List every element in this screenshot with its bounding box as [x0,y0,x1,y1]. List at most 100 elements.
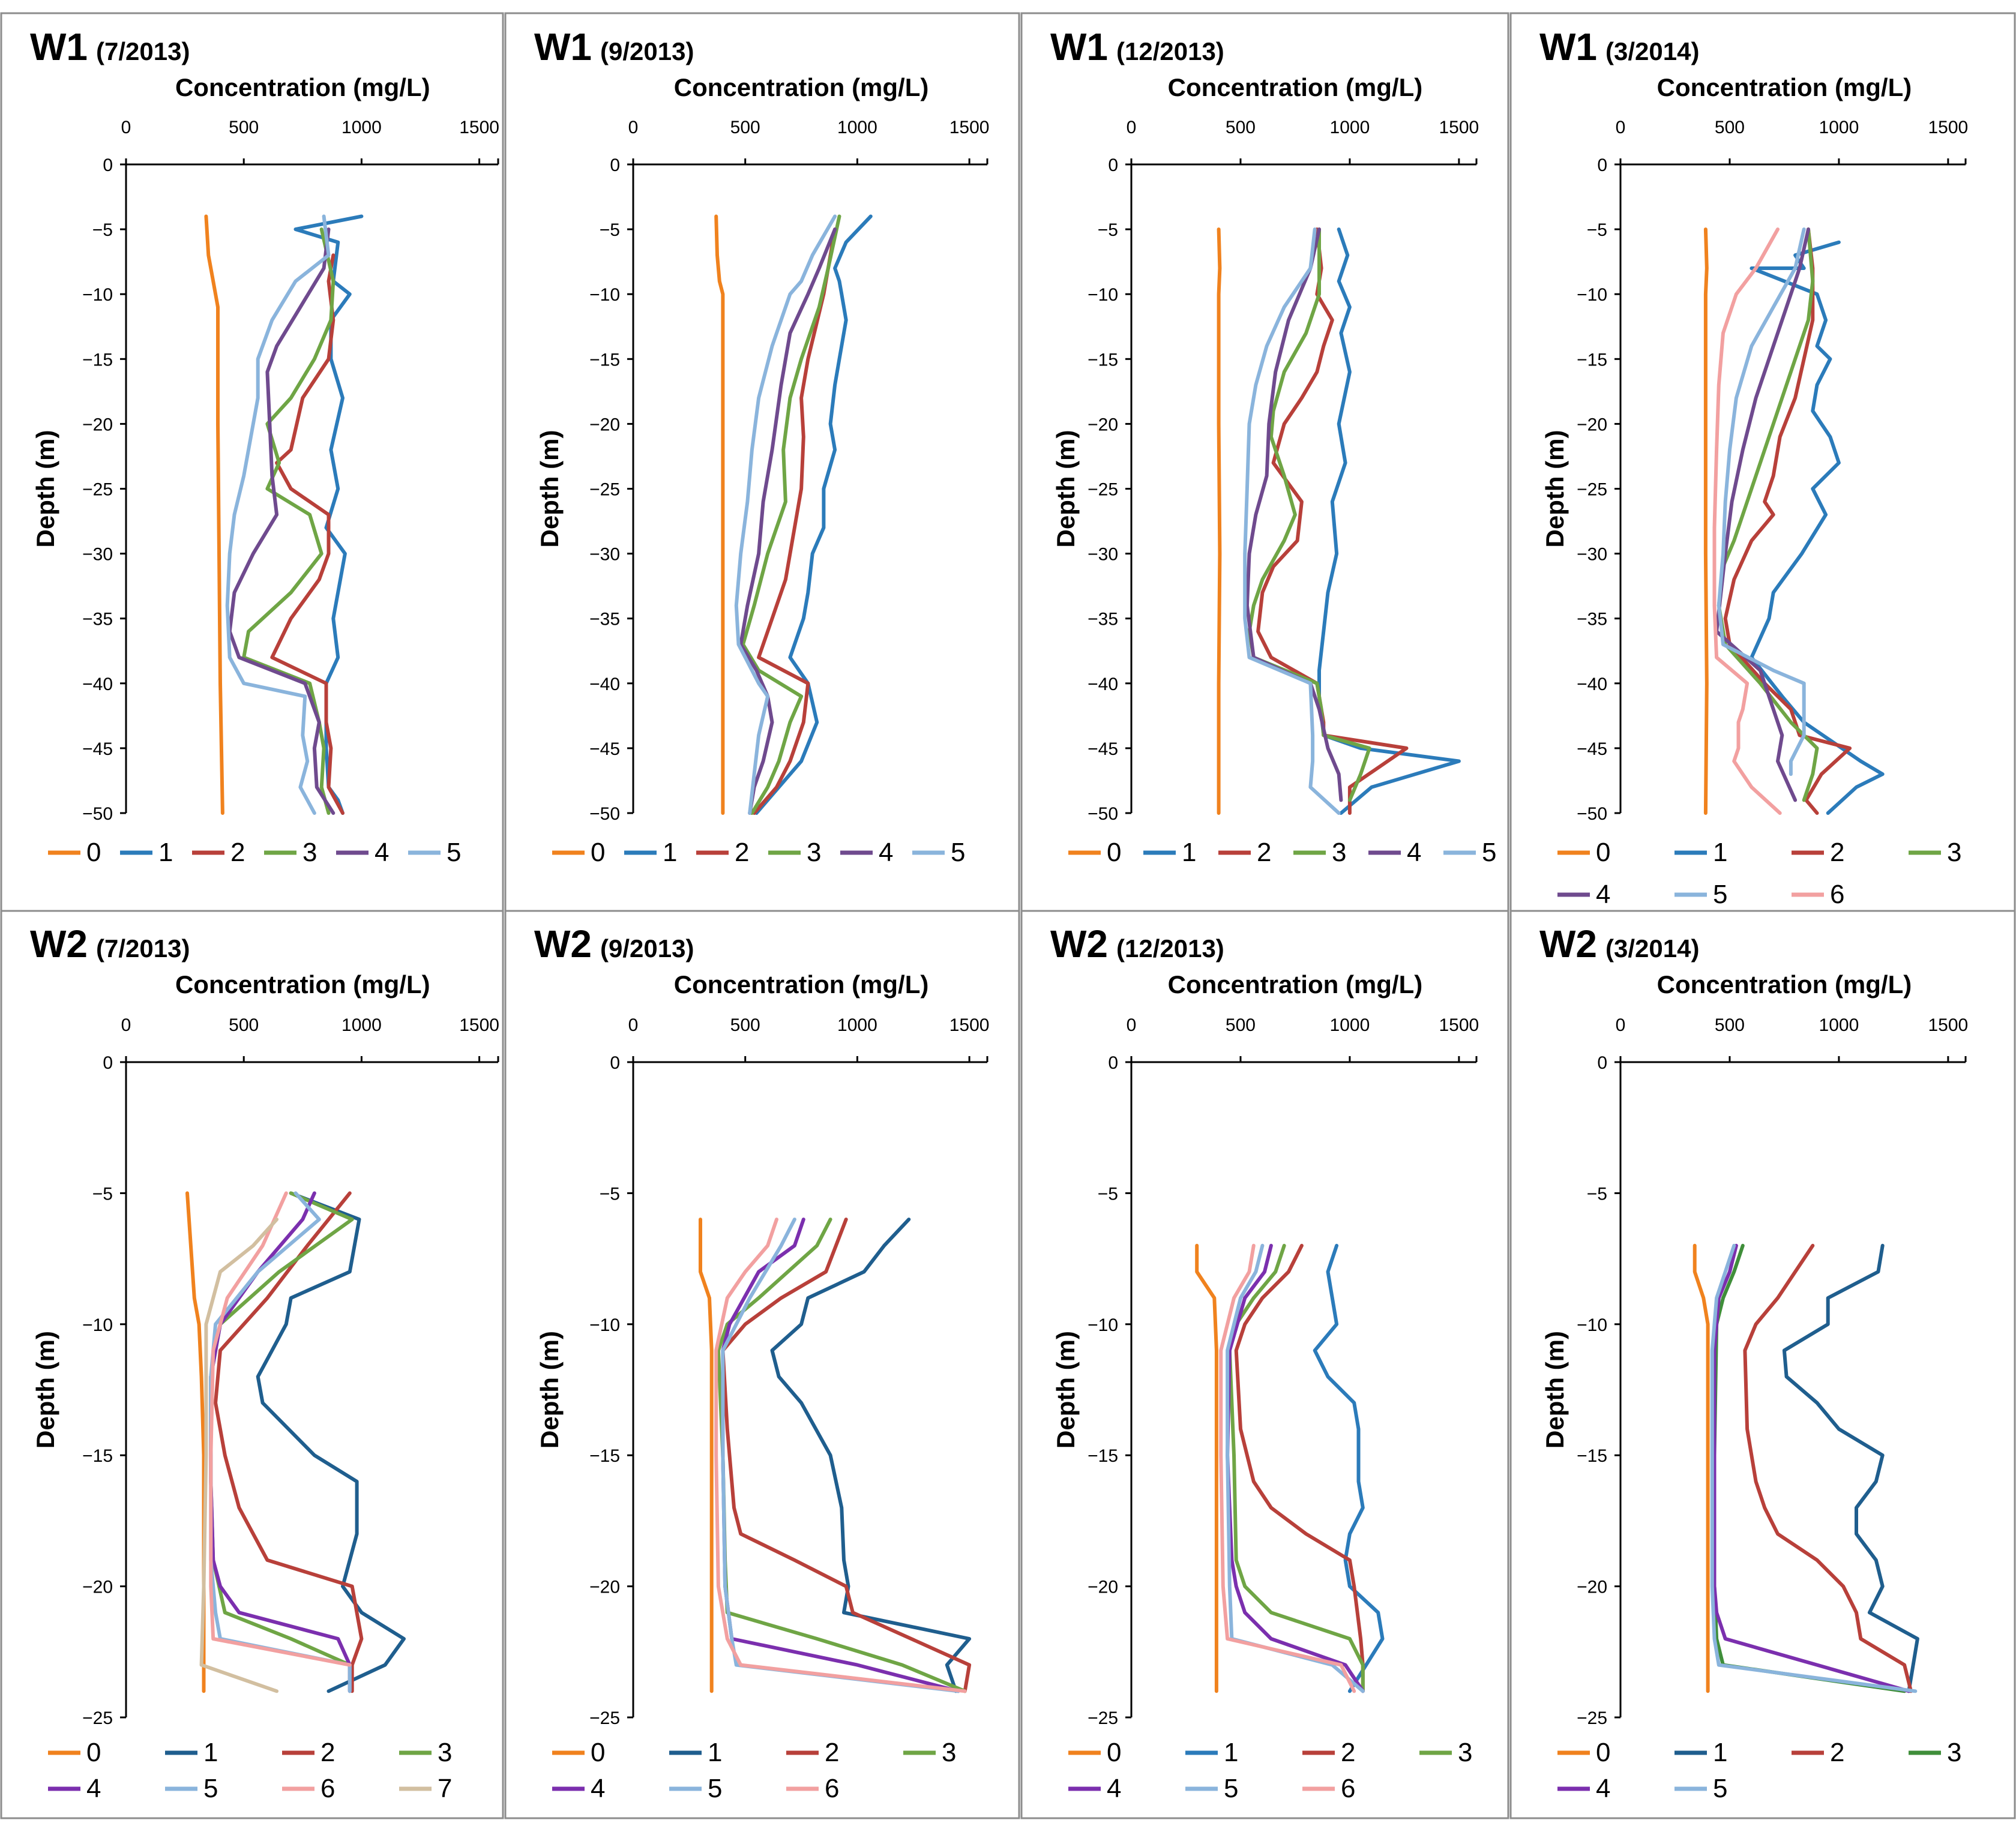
y-tick-label: −35 [1088,610,1118,629]
legend-entry-0: 0 [1557,1738,1610,1767]
chart-title: W1 (3/2014) [1539,25,1699,68]
y-tick-label: −50 [1088,804,1118,824]
legend-label: 3 [942,1738,956,1767]
y-tick-label: −25 [589,1708,620,1728]
legend-entry-0: 0 [48,1738,101,1767]
y-axis-label: Depth (m) [1541,430,1569,548]
legend-entry-5: 5 [1674,880,1727,909]
y-tick-label: −25 [82,1708,113,1728]
legend-entry-2: 2 [786,1738,839,1767]
chart-title-well: W2 [1050,922,1108,966]
chart-panel: W2 (12/2013) Concentration (mg/L) Depth (m)… [1020,910,1509,1819]
y-tick-label: −25 [1088,1708,1118,1728]
legend-entry-6: 6 [786,1774,839,1803]
x-tick-label: 1500 [949,118,990,137]
legend-entry-1: 1 [1674,838,1727,867]
series-line-4 [1715,227,1810,802]
series-line-5 [734,214,837,815]
series-line-1 [1782,1243,1919,1693]
y-tick-label: −5 [1098,220,1118,240]
y-tick-label: −10 [1088,1315,1118,1335]
legend-label: 0 [591,838,605,867]
legend-label: 0 [1596,1738,1610,1767]
legend-entry-2: 2 [1792,1738,1844,1767]
x-tick-label: 1000 [1330,118,1370,137]
y-tick-label: −30 [1088,545,1118,565]
series-line-1 [1750,240,1885,815]
legend-entry-0: 0 [1557,838,1610,867]
x-tick-label: 1000 [342,118,382,137]
legend-label: 6 [1341,1774,1355,1803]
legend-label: 7 [438,1774,452,1803]
legend-entry-6: 6 [1302,1774,1355,1803]
chart-title-date: (3/2014) [1605,37,1699,65]
chart-panel: W1 (3/2014) Concentration (mg/L) Depth (m) 0… [1509,12,2016,912]
series-line-1 [256,1191,406,1693]
legend-label: 2 [1257,838,1271,867]
legend-label: 0 [1596,838,1610,867]
y-tick-label: −35 [589,610,620,629]
legend-entry-4: 4 [48,1774,101,1803]
series-line-7 [199,1218,279,1693]
legend-label: 4 [1596,880,1610,909]
x-axis-label: Concentration (mg/L) [175,73,430,101]
legend-entry-4: 4 [1068,1774,1121,1803]
y-axis-label: Depth (m) [31,1331,59,1449]
y-tick-label: −5 [600,1184,620,1204]
series-line-1 [1317,227,1461,815]
y-tick-label: −15 [82,1446,113,1466]
chart-title: W2 (12/2013) [1050,922,1224,966]
y-tick-label: −25 [1088,480,1118,500]
x-axis-label: Concentration (mg/L) [175,970,430,999]
x-axis-label: Concentration (mg/L) [1657,970,1912,999]
legend-label: 5 [1713,880,1727,909]
x-tick-label: 500 [229,118,259,137]
y-axis-label: Depth (m) [1052,1331,1080,1449]
y-tick-label: −50 [82,804,113,824]
series-line-1 [1313,1243,1385,1693]
y-tick-label: −15 [589,350,620,370]
y-tick-label: −40 [589,674,620,694]
y-tick-label: −20 [1088,415,1118,434]
chart-title-date: (9/2013) [600,37,694,65]
series-line-6 [1219,1243,1356,1693]
chart-title-well: W2 [534,922,592,966]
series-line-3 [1227,1243,1365,1693]
legend-label: 1 [203,1738,218,1767]
y-tick-label: −25 [1577,480,1607,500]
y-tick-label: −20 [589,1578,620,1597]
legend-entry-3: 3 [264,838,317,867]
y-tick-label: −20 [1577,1578,1607,1597]
legend-entry-3: 3 [1909,838,1961,867]
legend-label: 0 [1107,838,1121,867]
y-tick-label: −10 [82,1315,113,1335]
chart-title-well: W2 [1539,922,1597,966]
y-tick-label: −35 [1577,610,1607,629]
legend-label: 4 [591,1774,605,1803]
y-tick-label: −25 [1577,1708,1607,1728]
legend-entry-1: 1 [165,1738,218,1767]
y-tick-label: −5 [600,220,620,240]
chart-panel: W1 (7/2013) Concentration (mg/L) Depth (m) 0… [0,12,504,912]
legend-label: 5 [708,1774,722,1803]
y-tick-label: 0 [103,1053,113,1073]
series-line-4 [1712,1243,1911,1693]
x-axis-label: Concentration (mg/L) [674,970,929,999]
x-tick-label: 1000 [837,1015,877,1035]
chart-panel: W1 (12/2013) Concentration (mg/L) Depth (m)… [1020,12,1509,912]
x-tick-label: 500 [229,1015,259,1035]
legend-label: 2 [320,1738,335,1767]
series-line-0 [1217,227,1222,815]
legend-entry-5: 5 [912,838,965,867]
y-tick-label: −45 [1577,739,1607,759]
legend-label: 3 [302,838,317,867]
legend-label: 4 [1407,838,1421,867]
legend-label: 1 [1713,1738,1727,1767]
legend-label: 2 [1830,1738,1844,1767]
y-tick-label: −35 [82,610,113,629]
y-tick-label: −15 [589,1446,620,1466]
y-tick-label: −45 [589,739,620,759]
y-tick-label: −20 [1577,415,1607,434]
legend-entry-3: 3 [1419,1738,1472,1767]
chart-title: W1 (12/2013) [1050,25,1224,68]
